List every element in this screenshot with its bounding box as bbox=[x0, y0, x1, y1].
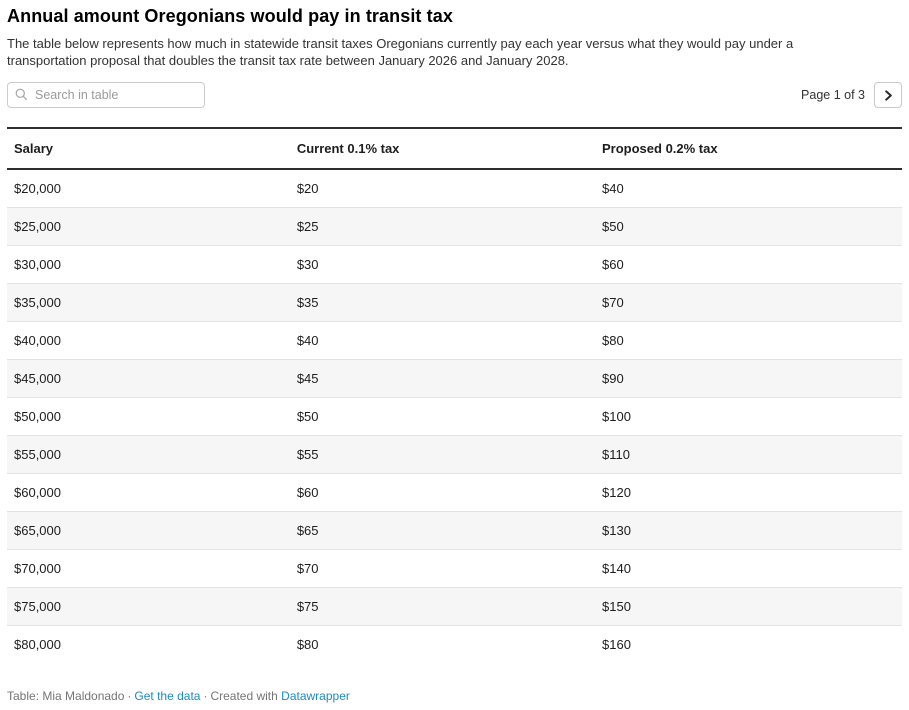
current-tax-cell: $65 bbox=[296, 523, 319, 538]
page-title: Annual amount Oregonians would pay in tr… bbox=[7, 6, 453, 26]
table-row: $50,000 $50 $100 bbox=[7, 397, 902, 436]
proposed-tax-cell: $100 bbox=[602, 409, 631, 424]
table-row: $60,000 $60 $120 bbox=[7, 473, 902, 512]
salary-cell: $75,000 bbox=[14, 599, 61, 614]
chevron-right-icon bbox=[884, 89, 892, 101]
table-row: $65,000 $65 $130 bbox=[7, 511, 902, 550]
proposed-tax-cell: $130 bbox=[602, 523, 631, 538]
next-page-button[interactable] bbox=[874, 82, 902, 108]
description: The table below represents how much in s… bbox=[7, 36, 794, 68]
current-tax-cell: $80 bbox=[296, 637, 319, 652]
search-box bbox=[7, 82, 205, 108]
current-tax-cell: $55 bbox=[296, 447, 319, 462]
credit-text: Table: Mia Maldonado bbox=[7, 689, 125, 703]
table-row: $40,000 $40 $80 bbox=[7, 321, 902, 360]
table-row: $55,000 $55 $110 bbox=[7, 435, 902, 474]
current-tax-cell: $25 bbox=[296, 219, 319, 234]
current-tax-cell: $50 bbox=[296, 409, 319, 424]
salary-cell: $45,000 bbox=[14, 371, 61, 386]
table-row: $30,000 $30 $60 bbox=[7, 245, 902, 284]
current-tax-cell: $30 bbox=[296, 257, 319, 272]
current-tax-cell: $70 bbox=[296, 561, 319, 576]
salary-cell: $65,000 bbox=[14, 523, 61, 538]
table-row: $70,000 $70 $140 bbox=[7, 549, 902, 588]
proposed-tax-cell: $90 bbox=[602, 371, 624, 386]
pagination: Page 1 of 3 bbox=[801, 82, 902, 108]
table-widget: Annual amount Oregonians would pay in tr… bbox=[0, 6, 909, 703]
toolbar: Page 1 of 3 bbox=[7, 82, 902, 108]
current-tax-cell: $40 bbox=[296, 333, 319, 348]
table-row: $45,000 $45 $90 bbox=[7, 359, 902, 398]
salary-cell: $35,000 bbox=[14, 295, 61, 310]
current-tax-cell: $35 bbox=[296, 295, 319, 310]
proposed-tax-cell: $80 bbox=[602, 333, 624, 348]
proposed-tax-cell: $120 bbox=[602, 485, 631, 500]
created-with-text: Created with bbox=[210, 689, 278, 703]
column-header-current-tax: Current 0.1% tax bbox=[289, 127, 595, 170]
column-header-proposed-tax: Proposed 0.2% tax bbox=[595, 127, 902, 170]
search-input[interactable] bbox=[7, 82, 205, 108]
table-row: $35,000 $35 $70 bbox=[7, 283, 902, 322]
table-header-row: Salary Current 0.1% tax Proposed 0.2% ta… bbox=[7, 127, 902, 170]
get-the-data-link[interactable]: Get the data bbox=[134, 689, 201, 703]
column-header-salary: Salary bbox=[7, 127, 290, 170]
proposed-tax-cell: $50 bbox=[602, 219, 624, 234]
salary-cell: $60,000 bbox=[14, 485, 61, 500]
proposed-tax-cell: $110 bbox=[602, 447, 630, 462]
salary-cell: $55,000 bbox=[14, 447, 61, 462]
salary-cell: $70,000 bbox=[14, 561, 61, 576]
proposed-tax-cell: $150 bbox=[602, 599, 631, 614]
separator-dot: · bbox=[127, 689, 132, 703]
page-indicator: Page 1 of 3 bbox=[801, 88, 865, 102]
table-row: $75,000 $75 $150 bbox=[7, 587, 902, 626]
proposed-tax-cell: $140 bbox=[602, 561, 631, 576]
salary-cell: $25,000 bbox=[14, 219, 61, 234]
table-row: $20,000 $20 $40 bbox=[7, 169, 902, 208]
data-table: Salary Current 0.1% tax Proposed 0.2% ta… bbox=[7, 127, 902, 663]
salary-cell: $30,000 bbox=[14, 257, 61, 272]
table-header: Salary Current 0.1% tax Proposed 0.2% ta… bbox=[7, 127, 902, 170]
proposed-tax-cell: $60 bbox=[602, 257, 624, 272]
attribution-footer: Table: Mia Maldonado · Get the data · Create… bbox=[7, 689, 902, 703]
proposed-tax-cell: $40 bbox=[602, 181, 624, 196]
current-tax-cell: $45 bbox=[296, 371, 319, 386]
current-tax-cell: $20 bbox=[296, 181, 319, 196]
separator-dot: · bbox=[203, 689, 208, 703]
table-body: $20,000 $20 $40 $25,000 $25 $50 $30,000 $30 $60 $… bbox=[7, 169, 902, 663]
salary-cell: $80,000 bbox=[14, 637, 61, 652]
table-row: $25,000 $25 $50 bbox=[7, 207, 902, 246]
salary-cell: $50,000 bbox=[14, 409, 61, 424]
table-row: $80,000 $80 $160 bbox=[7, 625, 902, 663]
salary-cell: $40,000 bbox=[14, 333, 61, 348]
datawrapper-link[interactable]: Datawrapper bbox=[281, 689, 350, 703]
current-tax-cell: $60 bbox=[296, 485, 319, 500]
proposed-tax-cell: $70 bbox=[602, 295, 624, 310]
salary-cell: $20,000 bbox=[14, 181, 61, 196]
proposed-tax-cell: $160 bbox=[602, 637, 631, 652]
current-tax-cell: $75 bbox=[296, 599, 319, 614]
